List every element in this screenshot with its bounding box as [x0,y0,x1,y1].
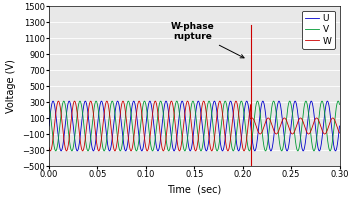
X-axis label: Time  (sec): Time (sec) [167,185,221,195]
W [48,150,52,152]
U [75,150,79,152]
V [70,150,74,152]
W [104,101,108,104]
W [56,100,61,102]
U [47,125,51,127]
V [62,100,66,102]
Legend: U, V, W: U, V, W [302,11,335,49]
W [337,132,342,134]
U [48,113,52,115]
V [59,113,63,115]
U [189,148,193,151]
U [322,117,326,120]
W [59,112,63,114]
W [189,120,193,122]
V [322,108,326,110]
V [104,143,108,146]
U [64,113,69,115]
U [59,150,63,152]
Line: V: V [49,101,340,151]
V [189,106,193,108]
U [337,125,342,127]
U [51,100,55,102]
V [48,112,52,114]
U [104,130,108,132]
Line: U: U [49,101,340,151]
W [322,133,326,135]
V [337,103,342,106]
W [47,146,51,149]
Line: W: W [49,101,340,151]
Y-axis label: Voltage (V): Voltage (V) [6,59,16,113]
W [64,150,69,152]
W [64,150,69,152]
V [64,112,69,114]
Text: W-phase
rupture: W-phase rupture [170,22,244,58]
V [47,103,51,106]
